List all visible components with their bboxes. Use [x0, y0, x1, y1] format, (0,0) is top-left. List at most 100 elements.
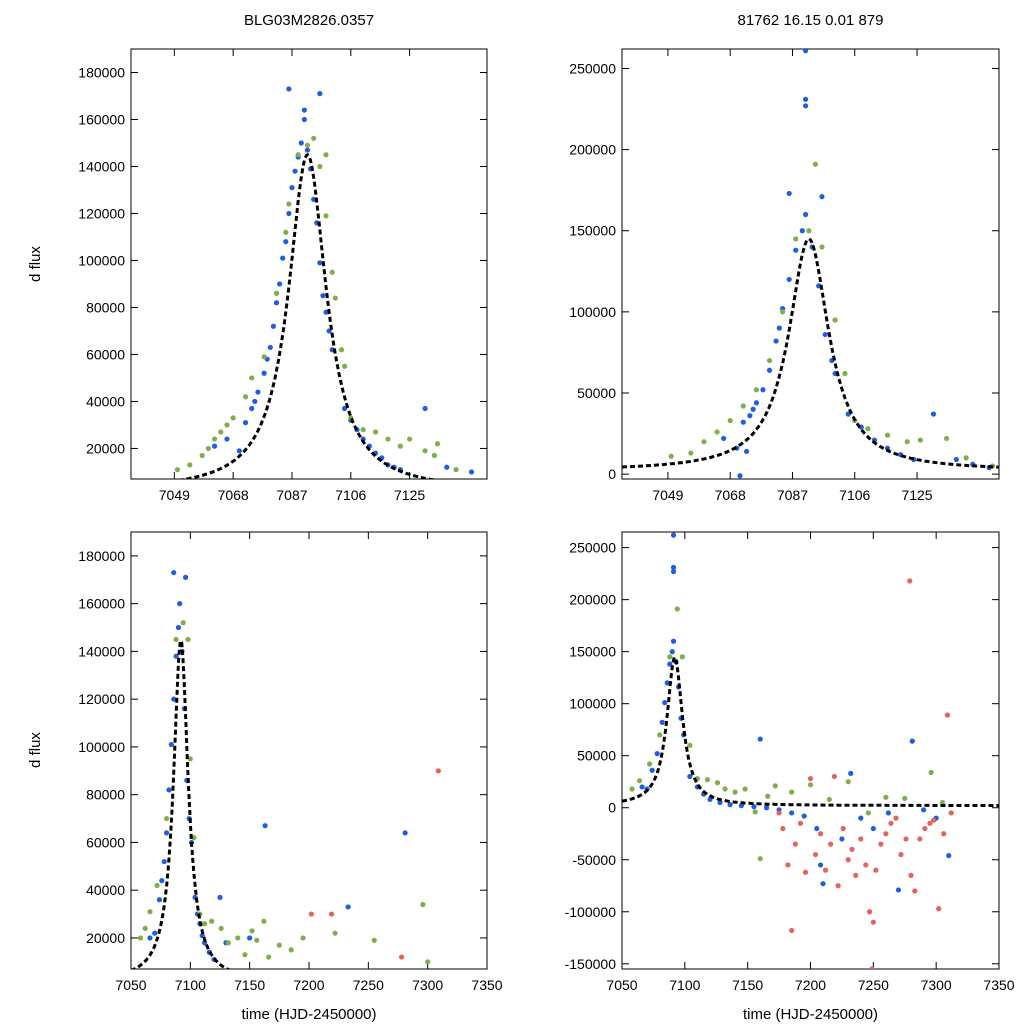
data-point-red — [941, 831, 947, 837]
data-point-blue — [252, 398, 258, 405]
data-point-red — [870, 919, 876, 925]
x-tick-label: 7068 — [715, 487, 746, 503]
data-point-green — [688, 450, 694, 456]
data-point-blue — [444, 464, 450, 470]
y-tick-label: 0 — [608, 466, 616, 482]
data-point-red — [908, 872, 914, 878]
data-point-blue — [159, 878, 165, 884]
plot-frame — [130, 531, 488, 970]
data-point-green — [679, 654, 685, 660]
data-point-green — [434, 441, 441, 447]
y-tick-label: 180000 — [78, 64, 125, 80]
y-tick-label: 180000 — [78, 548, 125, 564]
data-point-red — [944, 712, 951, 718]
plot-frame — [130, 48, 488, 480]
x-tick-label: 7100 — [175, 977, 206, 993]
data-point-blue — [820, 881, 826, 887]
data-point-blue — [848, 770, 854, 776]
data-point-blue — [750, 406, 756, 412]
data-point-blue — [317, 91, 323, 97]
data-point-red — [845, 857, 851, 863]
data-point-green — [187, 756, 193, 762]
data-point-blue — [921, 807, 927, 813]
panel-p4: 7050 7100 7150 7200 7250 7300 7350 -150000 -1000… — [565, 531, 1015, 1023]
data-point-blue — [946, 852, 952, 859]
data-point-green — [842, 370, 848, 377]
data-point-blue — [654, 751, 660, 757]
data-point-green — [147, 909, 153, 915]
data-point-green — [142, 925, 148, 932]
data-point-blue — [707, 796, 713, 803]
data-point-green — [276, 942, 282, 948]
data-point-blue — [273, 300, 280, 306]
data-point-blue — [317, 260, 323, 266]
data-point-blue — [786, 276, 792, 283]
y-tick-label: 60000 — [86, 834, 125, 850]
data-point-green — [883, 794, 889, 800]
data-point-blue — [156, 897, 163, 903]
data-point-red — [807, 775, 814, 782]
plot-area — [622, 532, 999, 969]
data-point-green — [766, 357, 773, 364]
data-point-blue — [301, 116, 307, 123]
data-point-green — [261, 918, 267, 924]
data-point-green — [173, 636, 179, 643]
y-tick-label: 150000 — [569, 223, 616, 239]
data-point-red — [817, 831, 824, 837]
y-tick-label: 100000 — [569, 304, 616, 320]
data-point-green — [235, 935, 241, 941]
data-point-green — [884, 432, 891, 438]
data-point-green — [722, 786, 728, 792]
y-tick-label: 20000 — [86, 930, 125, 946]
data-point-red — [917, 836, 923, 842]
x-tick-label: 7350 — [471, 977, 502, 993]
data-point-green — [286, 201, 292, 207]
data-point-blue — [766, 367, 773, 373]
data-point-green — [793, 236, 799, 242]
data-point-blue — [217, 894, 223, 900]
data-point-blue — [639, 784, 645, 790]
y-tick-label: 160000 — [78, 111, 125, 127]
data-point-green — [218, 429, 224, 435]
data-point-blue — [953, 456, 959, 463]
data-point-blue — [168, 741, 174, 748]
data-point-blue — [737, 473, 743, 479]
x-tick-label: 7106 — [839, 487, 870, 503]
y-tick-label: 150000 — [569, 644, 616, 660]
data-point-red — [797, 820, 804, 826]
chart-title: 81762 16.15 0.01 879 — [738, 12, 884, 29]
data-point-red — [948, 810, 954, 816]
data-point-blue — [342, 405, 348, 412]
data-point-green — [254, 937, 260, 943]
data-point-blue — [817, 862, 824, 868]
data-point-blue — [175, 624, 182, 631]
data-point-green — [819, 244, 825, 250]
data-point-green — [422, 448, 428, 454]
x-tick-label: 7087 — [777, 487, 808, 503]
data-point-blue — [802, 96, 809, 102]
data-point-green — [431, 452, 437, 459]
data-point-green — [311, 135, 317, 141]
data-point-green — [180, 620, 186, 626]
y-tick-label: 100000 — [569, 696, 616, 712]
data-point-green — [230, 415, 236, 421]
data-point-blue — [199, 932, 205, 939]
y-tick-label: 50000 — [577, 748, 616, 764]
data-point-green — [865, 810, 871, 816]
y-tick-label: 200000 — [569, 592, 616, 608]
y-tick-label: 0 — [608, 800, 616, 816]
data-point-blue — [819, 194, 825, 200]
data-point-red — [893, 815, 899, 821]
data-point-blue — [870, 825, 876, 832]
x-tick-label: 7250 — [858, 977, 889, 993]
data-point-green — [687, 742, 693, 748]
data-point-green — [752, 809, 758, 815]
data-point-blue — [909, 738, 915, 744]
x-tick-label: 7049 — [159, 487, 190, 503]
data-point-red — [789, 927, 795, 934]
data-point-green — [742, 786, 748, 792]
y-tick-label: 50000 — [577, 385, 616, 401]
data-point-green — [332, 930, 338, 936]
data-point-blue — [802, 103, 809, 109]
